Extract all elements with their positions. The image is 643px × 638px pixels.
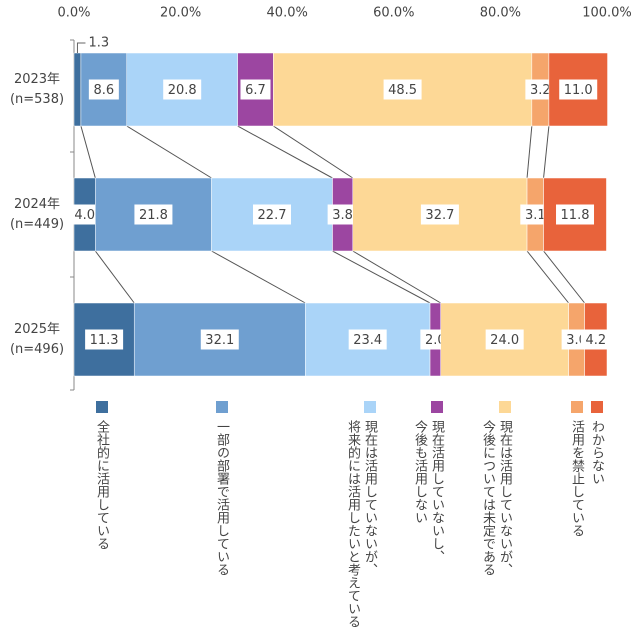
connector bbox=[543, 250, 586, 304]
sample-size: (n=496) bbox=[10, 342, 64, 357]
value-label-box bbox=[525, 79, 556, 100]
legend-label: 全社的に活用している bbox=[94, 420, 109, 550]
legend-label: 現在は活用していないが、今後については未定である bbox=[480, 420, 512, 576]
value-label-box bbox=[240, 79, 271, 100]
value-label-box bbox=[383, 79, 422, 100]
value-label: 8.6 bbox=[94, 83, 115, 98]
value-label: 1.3 bbox=[88, 36, 109, 51]
value-label-box bbox=[559, 79, 598, 100]
value-label: 11.8 bbox=[561, 208, 590, 223]
value-label: 32.1 bbox=[205, 333, 234, 348]
value-label-box bbox=[348, 329, 387, 350]
value-label: 21.8 bbox=[139, 208, 168, 223]
connector bbox=[126, 125, 212, 179]
value-label-box bbox=[163, 79, 202, 100]
legend-swatch bbox=[499, 401, 511, 413]
value-label-box bbox=[327, 204, 358, 225]
connector bbox=[80, 125, 96, 179]
x-tick-label: 100.0% bbox=[582, 6, 632, 21]
value-label-box bbox=[200, 329, 239, 350]
value-label: 22.7 bbox=[258, 208, 287, 223]
value-label: 11.3 bbox=[90, 333, 119, 348]
value-label-box bbox=[253, 204, 292, 225]
legend-label: 活用を禁止している bbox=[569, 420, 584, 537]
connector bbox=[94, 250, 135, 304]
value-label: 32.7 bbox=[425, 208, 454, 223]
x-tick-label: 40.0% bbox=[267, 6, 308, 21]
legend-swatch bbox=[571, 401, 583, 413]
value-label-box bbox=[85, 329, 124, 350]
value-label-box bbox=[69, 204, 100, 225]
value-label-box bbox=[556, 204, 595, 225]
value-label-box bbox=[420, 204, 459, 225]
category-label: 2024年 bbox=[14, 197, 60, 212]
connector bbox=[543, 125, 550, 179]
x-tick-label: 0.0% bbox=[57, 6, 90, 21]
sample-size: (n=449) bbox=[10, 217, 64, 232]
legend-label: 現在活用していないし、今後も活用しない bbox=[412, 420, 444, 563]
value-label: 11.0 bbox=[564, 83, 593, 98]
x-tick-label: 60.0% bbox=[373, 6, 414, 21]
category-label: 2025年 bbox=[14, 322, 60, 337]
value-label: 20.8 bbox=[168, 83, 197, 98]
value-label: 6.7 bbox=[245, 83, 266, 98]
label-leader bbox=[76, 42, 86, 53]
value-label-box bbox=[88, 79, 119, 100]
value-label: 48.5 bbox=[388, 83, 417, 98]
value-label: 23.4 bbox=[353, 333, 382, 348]
legend-label: 現在は活用していないが、将来的には活用したいと考えている bbox=[345, 420, 377, 628]
category-label: 2023年 bbox=[14, 72, 60, 87]
connector bbox=[526, 125, 533, 179]
connector bbox=[237, 125, 333, 179]
value-label: 4.2 bbox=[585, 333, 606, 348]
legend-swatch bbox=[431, 401, 443, 413]
legend-swatch bbox=[364, 401, 376, 413]
legend-swatch bbox=[591, 401, 603, 413]
value-label-box bbox=[485, 329, 524, 350]
connector bbox=[526, 250, 570, 304]
value-label: 3.1 bbox=[525, 208, 546, 223]
legend-label: 一部の部署で活用している bbox=[214, 420, 229, 576]
legend-swatch bbox=[216, 401, 228, 413]
value-label: 3.8 bbox=[332, 208, 353, 223]
sample-size: (n=538) bbox=[10, 92, 64, 107]
value-label: 24.0 bbox=[490, 333, 519, 348]
bar-segment bbox=[73, 52, 82, 127]
connector bbox=[273, 125, 354, 179]
value-label-box bbox=[520, 204, 551, 225]
value-label: 3.2 bbox=[530, 83, 551, 98]
x-tick-label: 80.0% bbox=[480, 6, 521, 21]
connector bbox=[332, 250, 431, 304]
value-label-box bbox=[134, 204, 173, 225]
connector bbox=[352, 250, 441, 304]
legend-swatch bbox=[96, 401, 108, 413]
value-label: 4.0 bbox=[74, 208, 95, 223]
legend-label: わからない bbox=[589, 420, 604, 485]
value-label-box bbox=[580, 329, 611, 350]
connector bbox=[211, 250, 306, 304]
x-tick-label: 20.0% bbox=[160, 6, 201, 21]
